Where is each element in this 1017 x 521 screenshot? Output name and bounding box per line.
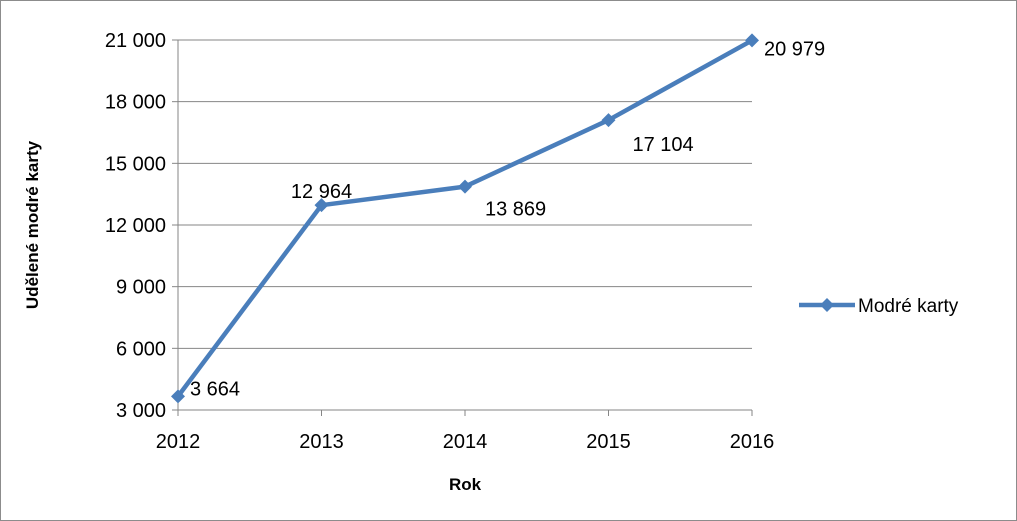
y-tick-label: 6 000 bbox=[116, 338, 166, 360]
data-label: 13 869 bbox=[485, 199, 546, 221]
legend: Modré karty bbox=[799, 296, 959, 317]
data-point bbox=[458, 179, 472, 194]
data-point bbox=[171, 389, 185, 404]
y-tick-label: 12 000 bbox=[105, 215, 166, 237]
y-axis-title: Udělené modré karty bbox=[23, 140, 42, 309]
x-tick-label: 2012 bbox=[156, 431, 201, 453]
legend-marker-swatch bbox=[820, 298, 834, 312]
series-line bbox=[176, 38, 754, 398]
data-labels: 3 664 12 964 13 869 17 104 20 979 bbox=[190, 38, 825, 400]
y-tick-label: 3 000 bbox=[116, 400, 166, 422]
data-point bbox=[601, 113, 616, 128]
legend-label: Modré karty bbox=[858, 296, 959, 317]
x-axis-ticks: 2012 2013 2014 2015 2016 bbox=[156, 410, 775, 453]
y-tick-label: 18 000 bbox=[105, 92, 166, 114]
x-tick-label: 2013 bbox=[299, 431, 344, 453]
x-axis-title: Rok bbox=[449, 475, 482, 494]
gridlines bbox=[178, 39, 752, 349]
data-label: 12 964 bbox=[291, 181, 352, 203]
data-label: 20 979 bbox=[764, 38, 825, 60]
series-group bbox=[171, 33, 759, 404]
x-tick-label: 2015 bbox=[586, 431, 631, 453]
x-tick-label: 2014 bbox=[443, 431, 488, 453]
y-tick-label: 9 000 bbox=[116, 277, 166, 299]
data-label: 3 664 bbox=[190, 378, 240, 400]
data-point bbox=[314, 198, 329, 213]
y-tick-label: 15 000 bbox=[105, 153, 166, 175]
x-tick-label: 2016 bbox=[730, 431, 775, 453]
data-point bbox=[745, 33, 759, 48]
y-axis-ticks: 3 000 6 000 9 000 12 000 15 000 18 000 21 000 bbox=[105, 30, 178, 422]
y-tick-label: 21 000 bbox=[105, 30, 166, 52]
data-label: 17 104 bbox=[633, 134, 694, 156]
